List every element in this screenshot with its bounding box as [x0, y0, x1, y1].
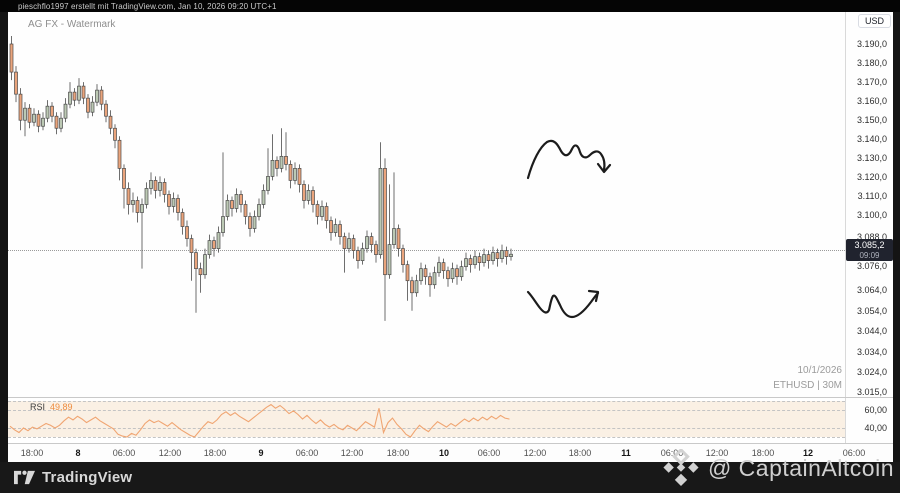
tradingview-logo-icon	[14, 470, 35, 485]
time-axis-day-label: 11	[621, 448, 631, 458]
pane-date-label: 10/1/2026	[797, 365, 843, 376]
time-axis-label: 18:00	[20, 448, 44, 458]
price-axis-label: 3.064,0	[856, 285, 887, 295]
rsi-axis[interactable]: 60,00 40,00	[846, 398, 893, 443]
price-axis-label: 3.190,0	[856, 39, 887, 49]
price-axis-label: 3.170,0	[856, 77, 887, 87]
rsi-axis-label: 40,00	[864, 423, 887, 433]
rsi-pane[interactable]: RSI 49,89	[8, 398, 845, 443]
time-axis-label: 18:00	[751, 448, 775, 458]
price-axis-label: 3.076,0	[856, 261, 887, 271]
last-price-value: 3.085,2	[854, 240, 885, 251]
time-axis[interactable]: 18:00 8 06:00 12:00 18:00 9 06:00 12:00 18:00 10 0…	[8, 444, 893, 462]
watermark-text: AG FX - Watermark	[28, 19, 116, 30]
price-axis-separator	[845, 12, 846, 443]
price-axis-label: 3.110,0	[857, 191, 887, 201]
time-axis-label: 12:00	[705, 448, 729, 458]
time-axis-label: 06:00	[295, 448, 319, 458]
price-axis-label: 3.130,0	[856, 153, 887, 163]
last-price-dotted-line	[8, 250, 845, 251]
rsi-level-line	[8, 437, 845, 438]
attribution-bar: pieschflo1997 erstellt mit TradingView.c…	[0, 0, 900, 12]
rsi-level-line	[8, 401, 845, 402]
currency-toggle-button[interactable]: USD	[858, 14, 891, 28]
price-axis-label: 3.160,0	[856, 96, 887, 106]
pane-symbol-timeframe-label: ETHUSD | 30M	[773, 379, 842, 391]
rsi-band-fill	[8, 401, 845, 437]
time-axis-label: 12:00	[158, 448, 182, 458]
footer-bar: TradingView	[0, 462, 900, 493]
attribution-text: pieschflo1997 erstellt mit TradingView.c…	[18, 1, 277, 11]
price-axis-label: 3.054,0	[856, 306, 887, 316]
time-axis-label: 12:00	[523, 448, 547, 458]
time-axis-label: 18:00	[386, 448, 410, 458]
price-axis-label: 3.150,0	[856, 115, 887, 125]
pane-info: 10/1/2026 ETHUSD | 30M	[773, 364, 842, 393]
captainaltcoin-logo-icon	[663, 449, 699, 487]
last-price-countdown: 09:09	[859, 250, 880, 260]
time-axis-label: 12:00	[340, 448, 364, 458]
time-axis-day-label: 10	[438, 448, 450, 458]
rsi-current-value: 49,89	[50, 402, 73, 412]
price-axis-label: 3.034,0	[856, 347, 887, 357]
tradingview-wordmark: TradingView	[42, 469, 133, 486]
last-price-badge: 3.085,2 09:09	[846, 239, 893, 261]
price-axis-label: 3.140,0	[856, 134, 887, 144]
pane-divider[interactable]	[8, 397, 893, 398]
time-axis-label: 18:00	[203, 448, 227, 458]
price-axis-label: 3.120,0	[856, 172, 887, 182]
price-axis-label: 3.024,0	[856, 367, 887, 377]
price-axis-label: 3.100,0	[856, 210, 887, 220]
rsi-level-line	[8, 428, 845, 429]
time-axis-label: 06:00	[477, 448, 501, 458]
left-frame-strip	[0, 12, 8, 462]
time-axis-day-label: 12	[802, 448, 814, 458]
price-axis-label: 3.180,0	[856, 58, 887, 68]
rsi-legend[interactable]: RSI 49,89	[30, 402, 73, 412]
rsi-level-line	[8, 410, 845, 411]
price-axis-label: 3.044,0	[856, 326, 887, 336]
price-axis-label: 3.088,0	[856, 232, 887, 242]
captainaltcoin-credit: @ CaptainAltcoin	[662, 448, 894, 488]
time-axis-label: 06:00	[660, 448, 684, 458]
right-frame-strip	[893, 12, 900, 462]
time-axis-day-label: 9	[258, 448, 264, 458]
time-axis-label: 06:00	[842, 448, 866, 458]
time-axis-separator	[8, 443, 893, 444]
time-axis-day-label: 8	[75, 448, 81, 458]
main-chart-pane[interactable]	[8, 12, 845, 397]
price-axis-label: 3.015,0	[856, 387, 887, 397]
time-axis-label: 06:00	[112, 448, 136, 458]
rsi-indicator-name: RSI	[30, 402, 46, 412]
rsi-axis-label: 60,00	[864, 405, 887, 415]
price-axis[interactable]: 3.190,0 3.180,0 3.170,0 3.160,0 3.150,0 3.140…	[846, 12, 893, 397]
credit-handle-text: @ CaptainAltcoin	[707, 454, 894, 481]
time-axis-label: 18:00	[568, 448, 592, 458]
tradingview-brand[interactable]: TradingView	[14, 469, 132, 486]
